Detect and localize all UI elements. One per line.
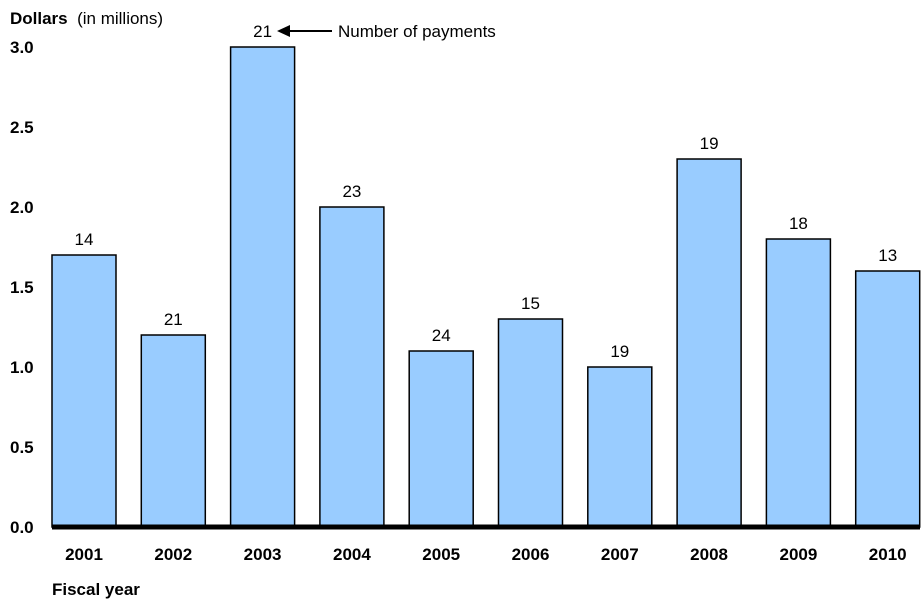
bar-2009 [765,238,832,528]
bar-2004 [319,206,385,528]
bar-2002 [140,334,207,528]
y-tick-label: 0.0 [10,518,34,537]
x-tick-label: 2003 [244,545,282,564]
y-tick-label: 2.0 [10,198,34,217]
y-axis-label: Dollars (in millions) [10,9,163,28]
y-axis-label-main: Dollars [10,9,68,28]
bar-2001 [51,254,117,528]
x-tick-label: 2006 [512,545,550,564]
data-label: 18 [789,214,808,233]
x-tick-label: 2010 [869,545,907,564]
y-tick-labels: 0.0 0.5 1.0 1.5 2.0 2.5 3.0 [10,38,34,537]
annotation-arrow-head [277,25,290,37]
x-axis-label: Fiscal year [52,580,140,599]
bar-2008 [676,158,742,528]
x-tick-label: 2004 [333,545,371,564]
data-label: 21 [164,310,183,329]
data-label: 21 [253,22,272,41]
y-tick-label: 0.5 [10,438,34,457]
bars [51,46,921,528]
x-tick-label: 2002 [154,545,192,564]
data-label: 19 [700,134,719,153]
x-tick-label: 2008 [690,545,728,564]
y-tick-label: 3.0 [10,38,34,57]
x-tick-label: 2007 [601,545,639,564]
data-label: 14 [75,230,94,249]
x-tick-label: 2009 [779,545,817,564]
bar-2007 [587,366,653,528]
annotation: Number of payments [277,22,496,41]
y-tick-label: 1.5 [10,278,34,297]
annotation-text: Number of payments [338,22,496,41]
y-tick-label: 1.0 [10,358,34,377]
data-label: 24 [432,326,451,345]
data-label: 19 [610,342,629,361]
y-axis-label-unit: (in millions) [77,9,163,28]
data-label: 23 [342,182,361,201]
y-tick-label: 2.5 [10,118,34,137]
bar-2010 [854,270,921,528]
data-label: 13 [878,246,897,265]
bar-2005 [408,350,474,528]
bar-2006 [497,318,564,528]
x-tick-labels: 2001 2002 2003 2004 2005 2006 2007 2008 2009 2010 [65,545,907,564]
x-tick-label: 2001 [65,545,103,564]
bar-2003 [229,46,296,528]
data-label: 15 [521,294,540,313]
x-tick-label: 2005 [422,545,460,564]
data-labels: 14 21 21 23 24 15 19 19 18 13 [75,22,898,361]
